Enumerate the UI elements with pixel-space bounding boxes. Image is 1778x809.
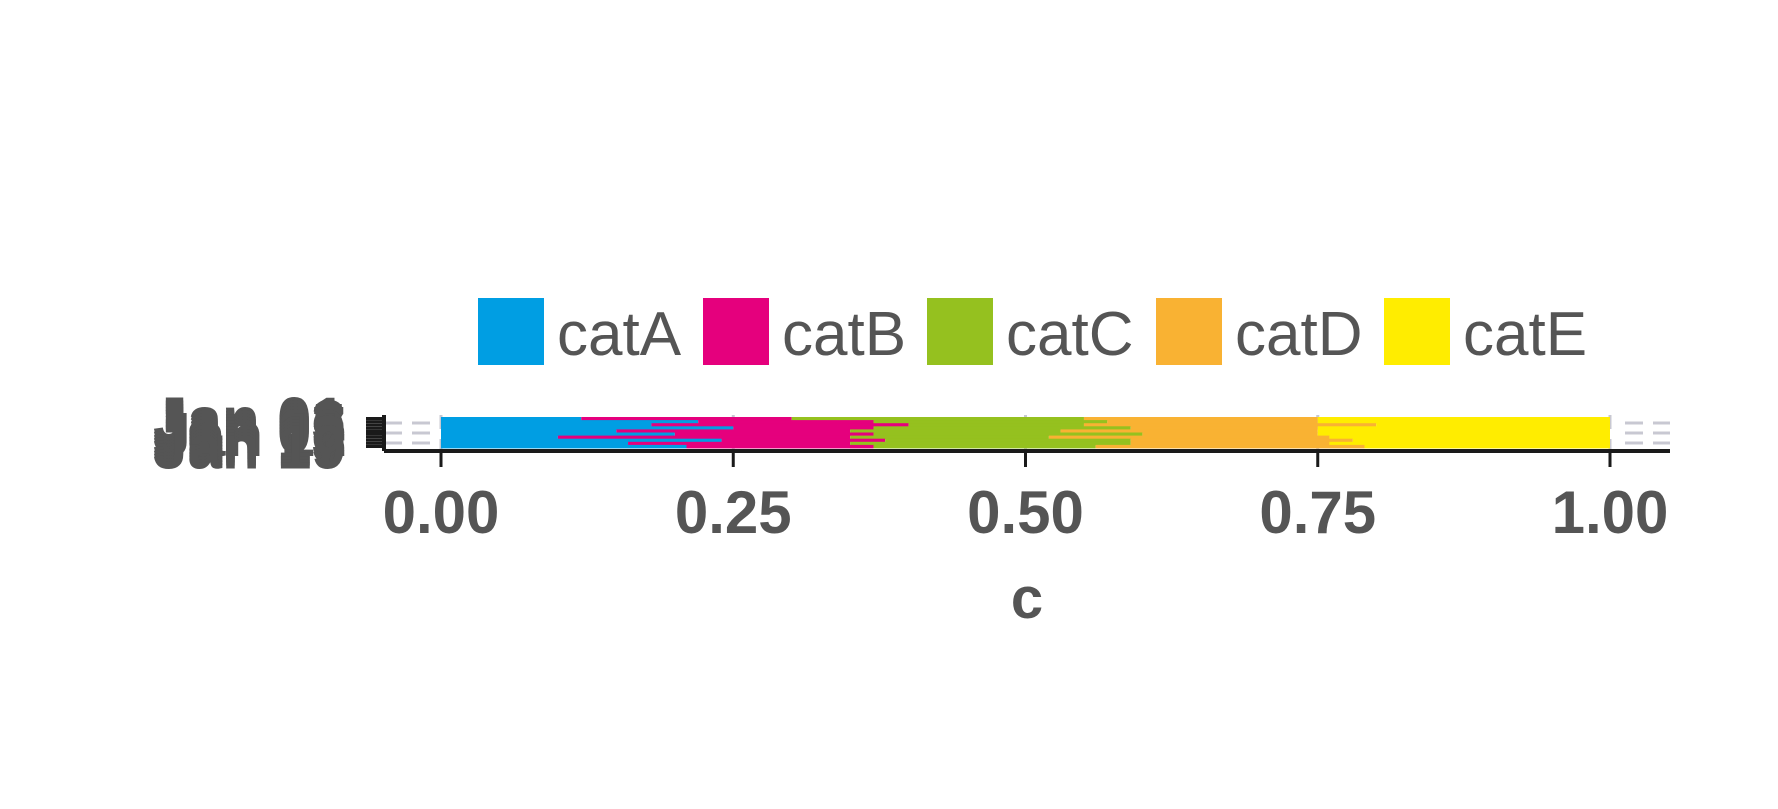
bar-catD-9 [1095,444,1365,449]
bar-catB-6 [557,435,851,440]
x-tick-label-1: 0.25 [675,479,792,546]
bar-catB-2 [651,423,909,427]
bars [441,417,1610,449]
bar-catC-8 [850,441,1131,446]
bar-catB-4 [616,429,851,433]
bar-catD-8 [1130,441,1330,446]
bar-catD-2 [1083,423,1377,427]
legend-swatch-catB [703,298,769,365]
bar-catC-1 [873,420,1108,424]
bar-catD-6 [1048,435,1330,440]
bar-catD-4 [1060,429,1318,433]
y-tick-label-0: Jan 01 [153,386,346,455]
bar-catC-2 [908,423,1084,427]
y-tick-label-5: Jan 11 [156,401,346,470]
legend-label-catB: catB [782,300,906,369]
x-tick-label-2: 0.50 [967,479,1084,546]
bar-catC-4 [850,429,1061,433]
y-tick-label-3: Jan 07 [153,395,346,464]
y-tick-marks [366,417,384,448]
y-tick-label-2: Jan 05 [153,392,346,461]
bar-catA-7 [441,438,722,443]
bar-catD-5 [1142,432,1318,436]
legend-swatch-catD [1156,298,1222,365]
bar-catD-0 [1083,417,1318,421]
bar-catC-9 [873,444,1096,449]
legend-label-catC: catC [1006,300,1133,369]
y-tick-label-9: Jan 19 [153,413,346,482]
bar-catA-5 [441,432,675,436]
bar-catA-8 [441,441,629,446]
bar-catB-0 [581,417,792,421]
bar-catC-5 [873,432,1143,436]
bar-catE-6 [1329,435,1610,440]
bar-catE-9 [1364,444,1610,449]
legend-label-catA: catA [557,300,682,369]
bar-catC-7 [885,438,1131,443]
bar-catE-3 [1317,426,1610,430]
bar-catB-8 [628,441,851,446]
y-tick-label-1: Jan 03 [153,389,346,458]
y-tick-label-8: Jan 17 [153,410,346,479]
y-tick-label-4: Jan 09 [153,398,346,467]
bar-catA-2 [441,423,652,427]
bar-catE-4 [1317,429,1610,433]
legend-label-catD: catD [1235,300,1362,369]
legend-label-catE: catE [1463,300,1587,369]
bar-catA-0 [441,417,582,421]
bar-catD-1 [1107,420,1318,424]
legend-swatch-catA [478,298,544,365]
bar-catE-1 [1317,420,1610,424]
bar-catC-3 [873,426,1131,430]
x-tick-label-3: 0.75 [1259,479,1376,546]
bar-catB-9 [686,444,874,449]
bar-catD-3 [1130,426,1318,430]
legend-swatch-catC [927,298,993,365]
bar-catB-3 [733,426,874,430]
bar-catB-5 [674,432,874,436]
x-axis-label: c [1011,566,1043,631]
bar-catD-7 [1130,438,1353,443]
x-ticks: 0.00 0.25 0.50 0.75 1.00 [383,451,1669,546]
legend-swatch-catE [1384,298,1450,365]
bar-catA-4 [441,429,617,433]
y-tick-label-7: Jan 15 [153,407,346,476]
bar-catA-3 [441,426,734,430]
legend: catA catB catC catD catE [478,298,1587,369]
y-tick-label-6: Jan 13 [153,404,346,473]
bar-catB-7 [721,438,886,443]
bar-catE-8 [1329,441,1610,446]
x-tick-label-4: 1.00 [1552,479,1669,546]
bar-catE-7 [1352,438,1610,443]
bar-catC-0 [791,417,1084,421]
bar-catA-6 [441,435,558,440]
bar-catE-2 [1376,423,1610,427]
x-tick-label-0: 0.00 [383,479,500,546]
bar-catB-1 [698,420,874,424]
bar-catC-6 [850,435,1049,440]
bar-catA-9 [441,444,687,449]
bar-catE-5 [1317,432,1610,436]
bar-catA-1 [441,420,699,424]
bar-catE-0 [1317,417,1610,421]
